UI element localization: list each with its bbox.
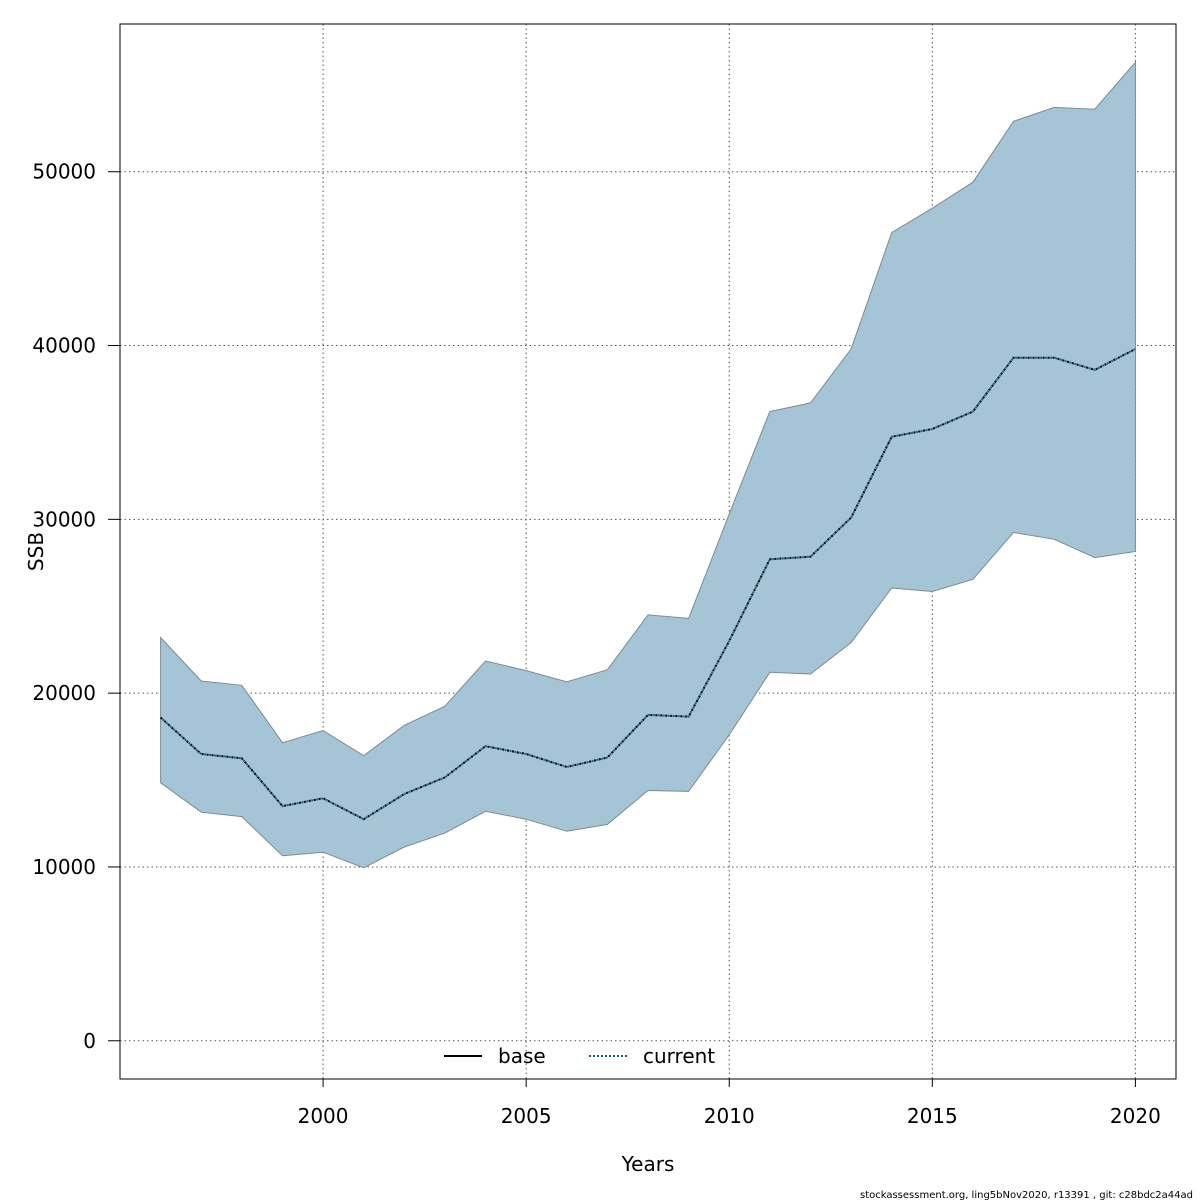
- x-tick-label: 2010: [704, 1104, 755, 1128]
- plot-frame: [119, 23, 1177, 1080]
- series-line-current: [159, 348, 1136, 821]
- footer-note: stockassessment.org, ling5bNov2020, r133…: [860, 1190, 1193, 1200]
- y-axis: 0 10000 20000 30000 40000 50000: [32, 160, 120, 1053]
- x-axis-title: Years: [621, 1152, 675, 1176]
- x-tick-label: 2020: [1110, 1104, 1161, 1128]
- y-tick-label: 30000: [32, 507, 96, 531]
- y-tick-label: 50000: [32, 160, 96, 184]
- x-tick-label: 2005: [501, 1104, 552, 1128]
- y-axis-title: SSB: [24, 532, 48, 571]
- y-tick-label: 40000: [32, 334, 96, 358]
- y-tick-label: 20000: [32, 681, 96, 705]
- legend: base current: [444, 1044, 715, 1068]
- y-tick-label: 0: [83, 1029, 96, 1053]
- x-tick-label: 2015: [907, 1104, 958, 1128]
- y-tick-label: 10000: [32, 855, 96, 879]
- legend-label-base: base: [498, 1044, 546, 1068]
- x-tick-label: 2000: [298, 1104, 349, 1128]
- legend-label-current: current: [643, 1044, 715, 1068]
- confidence-band: [160, 60, 1136, 869]
- x-axis: 2000 2005 2010 2015 2020: [298, 1079, 1161, 1128]
